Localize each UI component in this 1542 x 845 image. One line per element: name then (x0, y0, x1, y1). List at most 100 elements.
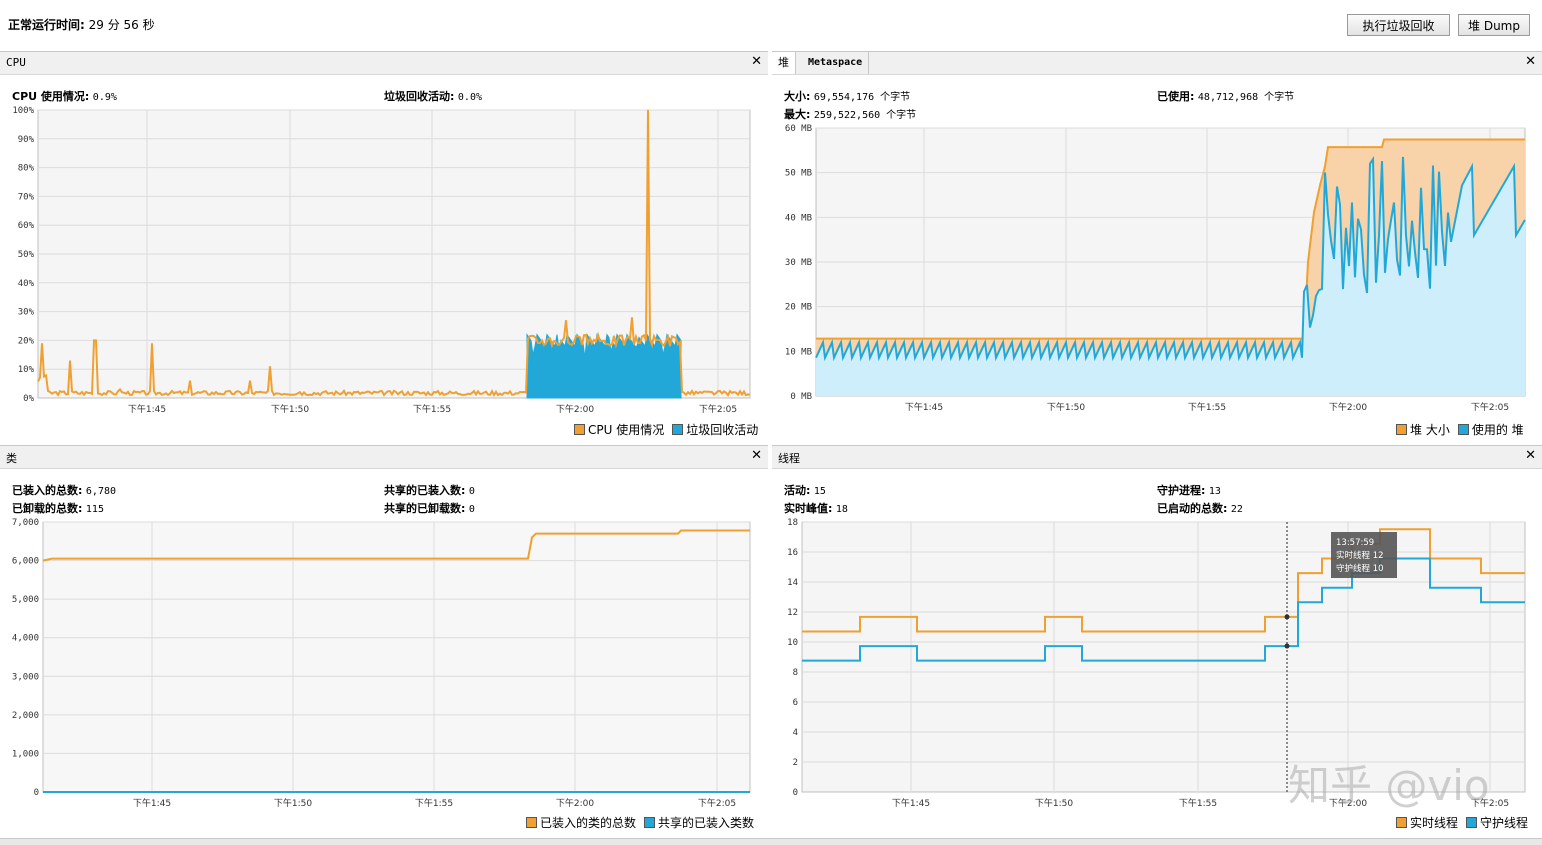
x-tick-label: 下午1:45 (128, 403, 166, 415)
heap-size-label: 大小: (784, 90, 811, 103)
y-tick-label: 10% (18, 365, 35, 375)
y-tick-label: 40% (18, 279, 35, 289)
y-tick-label: 20 MB (785, 303, 812, 313)
classes-panel-title: 类 (6, 452, 17, 465)
used-heap-line (815, 156, 1526, 362)
close-icon[interactable]: ✕ (1525, 448, 1536, 463)
close-icon[interactable]: ✕ (751, 54, 762, 69)
x-tick-label: 下午1:50 (1035, 797, 1073, 809)
threads-panel-header: 线程 ✕ (772, 445, 1542, 469)
y-tick-label: 70% (18, 192, 35, 202)
y-tick-label: 1,000 (12, 749, 39, 759)
shared-unloaded-value: 0 (468, 504, 475, 515)
x-tick-label: 下午1:50 (274, 797, 312, 809)
legend-item: CPU 使用情况 (574, 421, 664, 438)
x-tick-label: 下午2:00 (1329, 797, 1367, 809)
y-tick-label: 12 (787, 608, 798, 618)
y-tick-label: 8 (793, 668, 798, 678)
cpu-usage-value: 0.9% (92, 92, 117, 103)
threads-legend: 实时线程 守护线程 (1396, 814, 1528, 831)
plot-area (42, 521, 751, 793)
y-tick-label: 6 (793, 698, 798, 708)
started-threads-stat: 已启动的总数: 22 (1157, 500, 1243, 516)
close-icon[interactable]: ✕ (1525, 54, 1536, 69)
y-tick-label: 5,000 (12, 595, 39, 605)
cpu-usage-label: CPU 使用情况: (12, 90, 90, 103)
x-tick-label: 下午2:05 (1471, 401, 1509, 413)
loaded-value: 6,780 (85, 486, 117, 497)
y-tick-label: 0% (23, 394, 34, 404)
threads-chart: 0 2 4 6 8 10 12 14 16 18 下午1:45 下午1:50 下午1:55 下午2:00 下… (787, 518, 1526, 809)
cursor-marker (1284, 614, 1290, 620)
y-tick-label: 2 (793, 758, 798, 768)
peak-threads-value: 18 (835, 504, 848, 515)
cpu-panel-title: CPU (6, 56, 26, 69)
x-tick-label: 下午1:50 (1047, 401, 1085, 413)
classes-panel-header: 类 ✕ (0, 445, 768, 469)
unloaded-stat: 已卸载的总数: 115 (12, 500, 104, 516)
shared-unloaded-stat: 共享的已卸载数: 0 (384, 500, 475, 516)
live-threads-value: 15 (813, 486, 826, 497)
y-tick-label: 50 MB (785, 169, 812, 179)
started-threads-value: 22 (1230, 504, 1243, 515)
y-tick-label: 2,000 (12, 711, 39, 721)
unloaded-value: 115 (85, 504, 104, 515)
close-icon[interactable]: ✕ (751, 448, 762, 463)
y-tick-label: 30% (18, 308, 35, 318)
cpu-usage-stat: CPU 使用情况: 0.9% (12, 88, 117, 104)
y-tick-label: 14 (787, 578, 798, 588)
y-tick-label: 90% (18, 135, 35, 145)
legend-swatch (1466, 817, 1478, 828)
gc-activity-area (526, 332, 682, 399)
y-tick-label: 7,000 (12, 518, 39, 528)
legend-label: 垃圾回收活动 (686, 423, 759, 437)
tab-heap[interactable]: 堆 (772, 52, 796, 74)
legend-item: 实时线程 (1396, 814, 1458, 831)
y-tick-label: 10 MB (785, 347, 812, 357)
x-tick-label: 下午1:45 (892, 797, 930, 809)
y-tick-label: 10 (787, 638, 798, 648)
x-tick-label: 下午1:55 (413, 403, 451, 415)
legend-label: 使用的 堆 (1471, 423, 1524, 437)
watermark: 知乎 @vio (1288, 761, 1490, 810)
uptime-label: 正常运行时间: (8, 18, 85, 32)
legend-label: CPU 使用情况 (588, 423, 665, 437)
gc-activity-stat: 垃圾回收活动: 0.0% (384, 88, 482, 104)
y-tick-label: 16 (787, 548, 798, 558)
legend-item: 垃圾回收活动 (672, 421, 758, 438)
x-tick-label: 下午2:00 (556, 403, 594, 415)
legend-item: 已装入的类的总数 (526, 814, 636, 831)
legend-item: 使用的 堆 (1457, 421, 1524, 438)
top-bar: 正常运行时间: 29 分 56 秒 执行垃圾回收 堆 Dump (0, 0, 1542, 48)
tab-metaspace[interactable]: Metaspace (802, 52, 870, 74)
heap-max-stat: 最大: 259,522,560 个字节 (784, 106, 916, 122)
uptime-value: 29 分 56 秒 (88, 18, 155, 32)
legend-swatch (1396, 424, 1407, 435)
y-tick-label: 60% (18, 221, 35, 231)
shared-unloaded-label: 共享的已卸载数: (384, 502, 466, 515)
shared-loaded-label: 共享的已装入数: (384, 484, 466, 497)
legend-item: 堆 大小 (1396, 421, 1450, 438)
y-tick-label: 40 MB (785, 213, 812, 223)
daemon-threads-label: 守护进程: (1157, 484, 1206, 497)
unloaded-label: 已卸载的总数: (12, 502, 83, 515)
heap-dump-button[interactable]: 堆 Dump (1458, 14, 1530, 36)
classes-legend: 已装入的类的总数 共享的已装入类数 (526, 814, 754, 831)
legend-label: 共享的已装入类数 (658, 816, 755, 830)
x-tick-label: 下午2:05 (1471, 797, 1509, 809)
perform-gc-button[interactable]: 执行垃圾回收 (1347, 14, 1450, 36)
heap-used-stat: 已使用: 48,712,968 个字节 (1157, 88, 1294, 104)
heap-size-stat: 大小: 69,554,176 个字节 (784, 88, 910, 104)
used-heap-area (816, 156, 1525, 396)
live-threads-stat: 活动: 15 (784, 482, 826, 498)
peak-threads-label: 实时峰值: (784, 502, 833, 515)
y-tick-label: 50% (18, 250, 35, 260)
cpu-chart: 0% 10% 20% 30% 40% 50% 60% 70% 80% 90% 100% 下午1:45 下… (12, 106, 751, 415)
cpu-panel-header: CPU ✕ (0, 51, 768, 75)
y-tick-label: 18 (787, 518, 798, 528)
daemon-threads-stat: 守护进程: 13 (1157, 482, 1221, 498)
y-tick-label: 6,000 (12, 557, 39, 567)
legend-label: 堆 大小 (1410, 423, 1450, 437)
legend-item: 守护线程 (1466, 814, 1528, 831)
uptime: 正常运行时间: 29 分 56 秒 (8, 16, 155, 33)
